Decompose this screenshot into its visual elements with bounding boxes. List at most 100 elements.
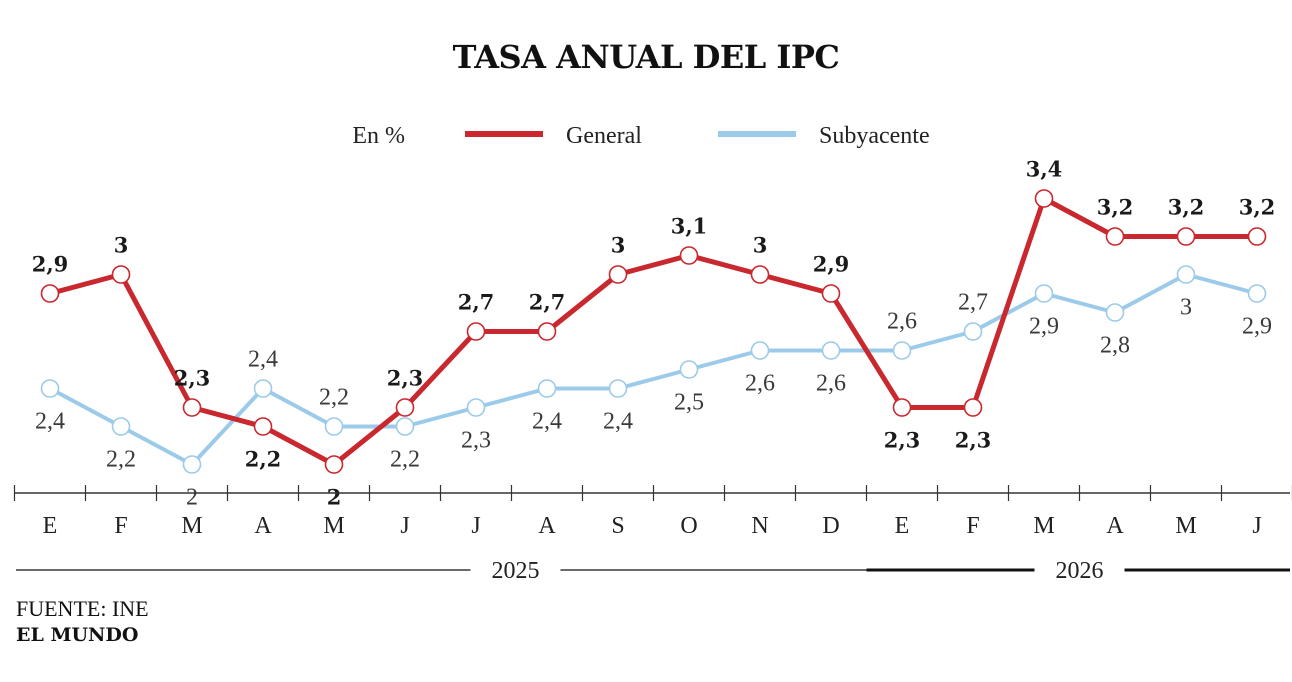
- data-point-subyacente: [750, 341, 770, 360]
- data-label-general: 3: [114, 233, 129, 258]
- data-point-subyacente: [466, 398, 486, 417]
- legend-unit-label: En %: [352, 123, 405, 149]
- data-point-general: [537, 322, 557, 341]
- data-label-subyacente: 2,2: [319, 385, 349, 411]
- data-point-subyacente: [963, 322, 983, 341]
- x-tick-label: E: [43, 513, 58, 539]
- x-tick-label: A: [1106, 513, 1124, 539]
- x-tick-label: O: [680, 513, 697, 539]
- data-label-general: 3,1: [671, 214, 708, 239]
- data-label-general: 3: [611, 233, 626, 258]
- data-label-subyacente: 2,4: [532, 409, 562, 435]
- data-point-general: [40, 284, 60, 303]
- data-label-general: 2,2: [245, 447, 282, 472]
- data-label-general: 2,9: [32, 252, 69, 277]
- data-point-general: [1034, 189, 1054, 208]
- data-point-general: [892, 398, 912, 417]
- series-line-subyacente: [48, 272, 1259, 467]
- x-tick-label: J: [471, 513, 480, 539]
- data-point-general: [466, 322, 486, 341]
- data-label-subyacente: 2,3: [461, 428, 491, 454]
- legend-label-subyacente: Subyacente: [819, 123, 930, 149]
- x-tick-label: J: [400, 513, 409, 539]
- data-point-subyacente: [324, 417, 344, 436]
- data-label-subyacente: 2,9: [1029, 314, 1059, 340]
- data-label-subyacente: 2,5: [674, 390, 704, 416]
- data-point-subyacente: [1034, 284, 1054, 303]
- data-label-general: 3,2: [1168, 195, 1205, 220]
- data-point-subyacente: [253, 379, 273, 398]
- x-tick-label: E: [895, 513, 910, 539]
- data-label-subyacente: 2,6: [745, 371, 775, 397]
- data-point-general: [111, 265, 131, 284]
- data-point-subyacente: [892, 341, 912, 360]
- data-point-general: [253, 417, 273, 436]
- data-label-subyacente: 2,4: [35, 409, 65, 435]
- data-label-general: 3: [753, 233, 768, 258]
- data-point-subyacente: [608, 379, 628, 398]
- chart-title: TASA ANUAL DEL IPC: [453, 38, 840, 76]
- data-label-general: 2: [327, 485, 342, 510]
- series-line-general: [47, 196, 1260, 467]
- data-label-general: 2,3: [884, 428, 921, 453]
- data-label-subyacente: 2,7: [958, 290, 988, 316]
- x-tick-label: A: [538, 513, 556, 539]
- x-tick-label: N: [751, 513, 768, 539]
- data-point-general: [679, 246, 699, 265]
- year-brackets: 2025 2026: [16, 558, 1290, 584]
- publisher-brand: EL MUNDO: [16, 624, 139, 646]
- data-label-subyacente: 2,2: [106, 447, 136, 473]
- data-label-layer: 2,4 2,2 2 2,4 2,2 2,2 2,3 2,4 2,4 2,5 2,6 2,6 2,6 2,7…: [32, 157, 1276, 511]
- point-layer: [40, 189, 1267, 474]
- x-tick-label: J: [1252, 513, 1261, 539]
- data-label-general: 2,7: [458, 290, 495, 315]
- data-point-subyacente: [1176, 265, 1196, 284]
- series-layer: [47, 196, 1260, 467]
- data-point-general: [1105, 227, 1125, 246]
- data-point-general: [1176, 227, 1196, 246]
- data-label-subyacente: 2,8: [1100, 333, 1130, 359]
- data-point-subyacente: [537, 379, 557, 398]
- x-tick-label: D: [822, 513, 839, 539]
- data-label-subyacente: 2,9: [1242, 314, 1272, 340]
- data-label-subyacente: 2,2: [390, 447, 420, 473]
- data-point-general: [963, 398, 983, 417]
- x-tick-label: M: [323, 513, 344, 539]
- year-label: 2026: [1056, 558, 1104, 584]
- data-point-general: [395, 398, 415, 417]
- data-label-general: 2,3: [955, 428, 992, 453]
- data-label-general: 3,2: [1097, 195, 1134, 220]
- data-label-general: 2,3: [174, 366, 211, 391]
- legend: En % General Subyacente: [352, 123, 929, 149]
- data-point-general: [324, 455, 344, 474]
- x-tick-label: F: [966, 513, 979, 539]
- data-label-general: 2,7: [529, 290, 566, 315]
- data-label-general: 2,3: [387, 366, 424, 391]
- data-label-general: 3,2: [1239, 195, 1276, 220]
- data-point-subyacente: [395, 417, 415, 436]
- data-point-general: [182, 398, 202, 417]
- x-tick-label: S: [611, 513, 624, 539]
- data-point-subyacente: [111, 417, 131, 436]
- data-label-subyacente: 2,6: [887, 309, 917, 335]
- data-point-subyacente: [40, 379, 60, 398]
- x-tick-label: M: [181, 513, 202, 539]
- data-point-subyacente: [182, 455, 202, 474]
- data-point-subyacente: [1247, 284, 1267, 303]
- data-label-general: 3,4: [1026, 157, 1063, 182]
- x-tick-label: M: [1175, 513, 1196, 539]
- data-point-subyacente: [679, 360, 699, 379]
- x-tick-label: F: [114, 513, 127, 539]
- x-tick-label: A: [254, 513, 272, 539]
- data-label-subyacente: 2,4: [603, 409, 633, 435]
- data-label-subyacente: 3: [1180, 295, 1192, 321]
- legend-label-general: General: [566, 123, 642, 149]
- x-tick-label: M: [1033, 513, 1054, 539]
- data-label-general: 2,9: [813, 252, 850, 277]
- data-point-general: [608, 265, 628, 284]
- data-point-general: [821, 284, 841, 303]
- data-point-subyacente: [1105, 303, 1125, 322]
- data-label-subyacente: 2: [186, 485, 198, 511]
